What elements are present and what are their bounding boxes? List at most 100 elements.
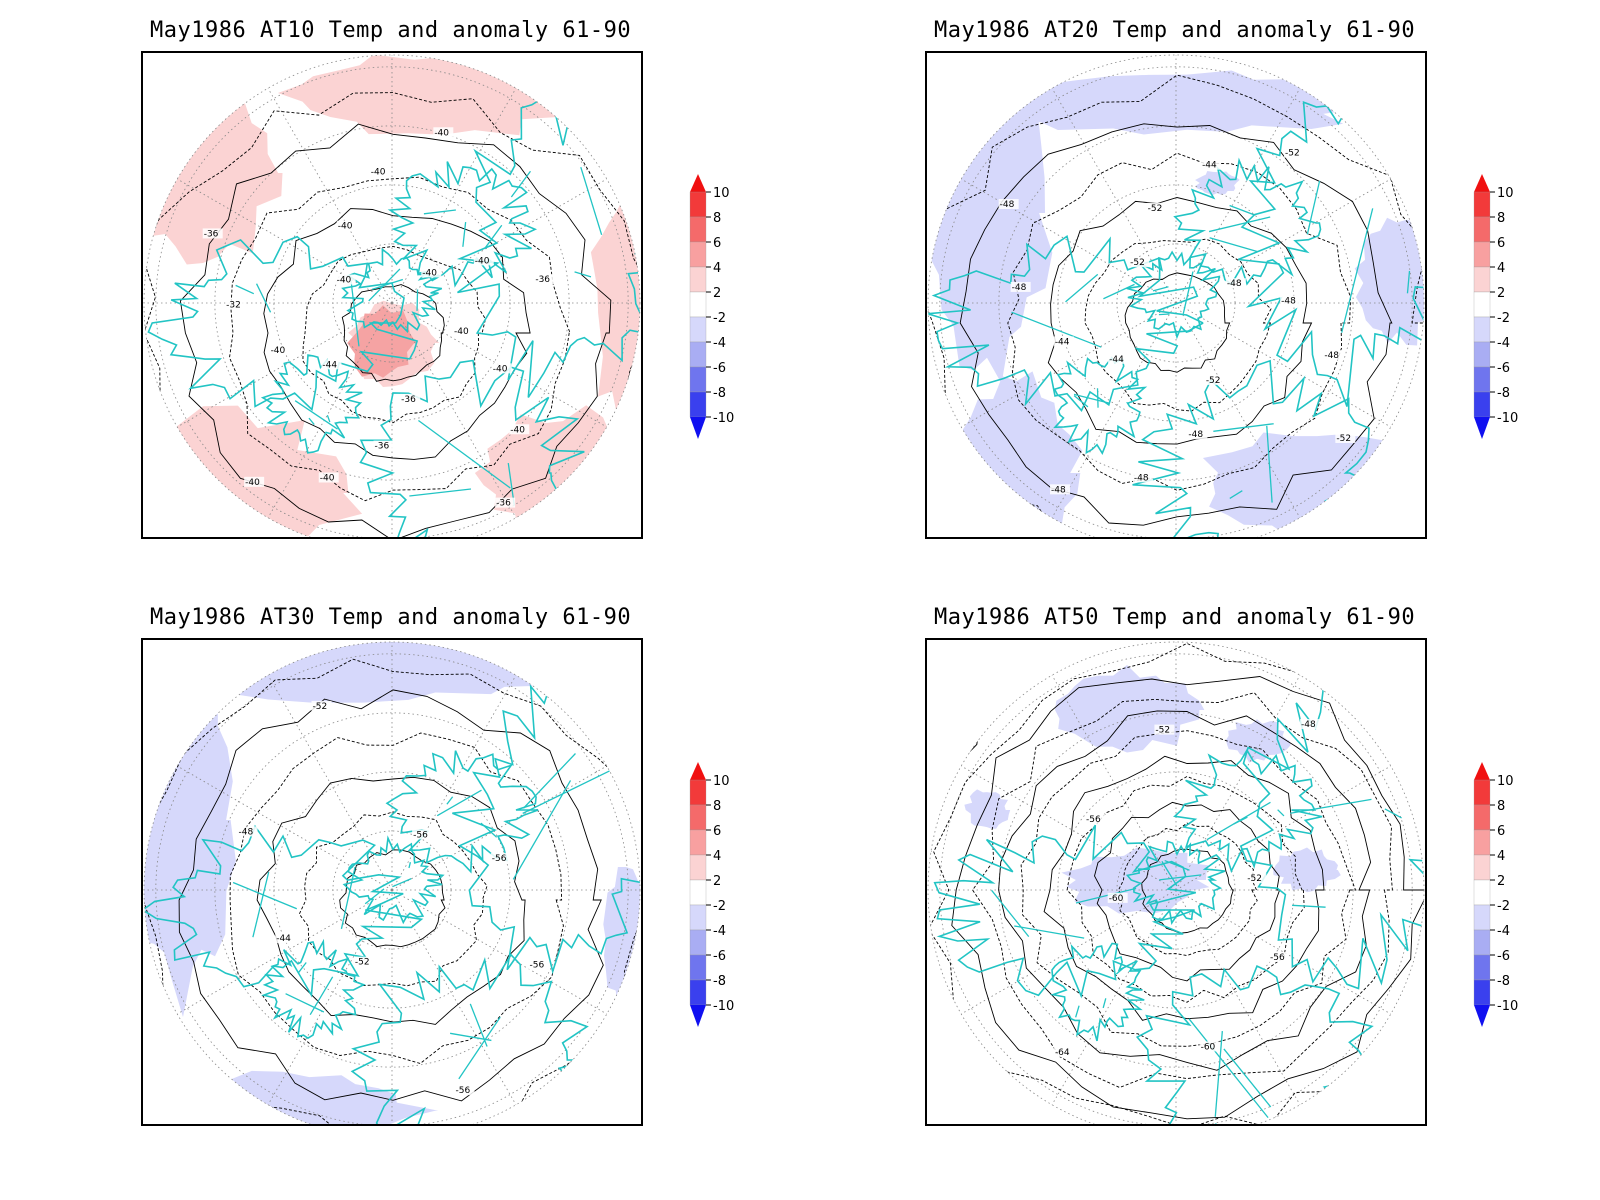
- contour-label: -56: [413, 830, 428, 840]
- map-svg-at20: -52 -48 -48 -48 -44 -44 -48 -48 -52 -52 -44 -52 -48 -…: [927, 54, 1425, 537]
- colorbar-tick-label: 10: [1497, 186, 1514, 201]
- colorbar-tick-label: 8: [1497, 211, 1505, 226]
- colorbar-arrow-bottom: [1474, 417, 1490, 439]
- contour-label: -48: [1134, 473, 1149, 483]
- colorbar-svg: 10 8 6 4 2 -2 -4 -6 -8 -10: [689, 762, 734, 1027]
- contour-label-bg: [528, 959, 549, 970]
- map-svg-at50: -60 -56 -52 -48 -52 -56 -60 -64: [927, 641, 1425, 1124]
- colorbar-tick-label: 10: [713, 186, 730, 201]
- contour-label: -40: [320, 474, 335, 484]
- contour-label-bg: [336, 220, 357, 231]
- temperature-contour: [256, 776, 526, 1025]
- country-border: [1152, 286, 1169, 292]
- polar-map-at10: -40 -40 -40 -36 -36 -36 -40 -40 -44 -40 -32 -36 -40 -…: [141, 51, 643, 539]
- colorbar-swatch: [689, 979, 707, 1006]
- contour-label-bg: [311, 700, 332, 711]
- country-border: [1073, 395, 1089, 408]
- country-border: [574, 271, 592, 278]
- colorbar-tick-label: 6: [1497, 824, 1505, 839]
- anomaly-region: [1061, 847, 1210, 914]
- country-border: [423, 209, 456, 215]
- colorbar-swatch: [1473, 929, 1491, 956]
- contour-label-bg: [321, 359, 342, 370]
- temperature-contour: [144, 92, 640, 537]
- coastline: [260, 354, 363, 454]
- contour-label-bg: [1053, 336, 1074, 347]
- country-border: [252, 871, 270, 938]
- anomaly-region: [928, 55, 1053, 384]
- contour-label-bg: [244, 476, 265, 487]
- contour-label-bg: [1204, 374, 1225, 385]
- colorbar-svg: 10 8 6 4 2 -2 -4 -6 -8 -10: [689, 174, 734, 439]
- country-border: [1011, 311, 1102, 348]
- colorbar-tick-label: 2: [713, 874, 721, 889]
- map-svg-at30: -52 -44 -48 -52 -56 -56 -56 -56: [143, 641, 641, 1124]
- longitude-line: [267, 675, 393, 891]
- colorbar-swatch: [1473, 804, 1491, 831]
- longitude-line: [391, 889, 517, 1105]
- map-boundary: [927, 54, 1425, 537]
- country-border: [1158, 313, 1170, 316]
- colorbar-tick-label: -8: [1497, 974, 1510, 989]
- colorbar-swatch: [689, 829, 707, 856]
- colorbar-at30: 10 8 6 4 2 -2 -4 -6 -8 -10: [680, 758, 750, 1048]
- contour-label: -40: [271, 346, 286, 356]
- contour-label-bg: [1085, 813, 1106, 824]
- contour-label-bg: [1201, 159, 1222, 170]
- longitude-line: [267, 88, 393, 304]
- longitude-line: [177, 178, 393, 304]
- country-border: [232, 881, 298, 910]
- contour-label-bg: [1323, 350, 1344, 361]
- country-border: [1161, 861, 1178, 887]
- colorbar-swatch: [1473, 391, 1491, 418]
- coastline: [1132, 359, 1374, 537]
- contour-label-bg: [1010, 281, 1031, 292]
- contour-label-bg: [237, 826, 258, 837]
- country-border: [297, 962, 307, 974]
- coastline: [1126, 250, 1221, 340]
- country-border: [1164, 859, 1190, 871]
- colorbar-tick-label: -6: [1497, 361, 1510, 376]
- country-border: [523, 753, 576, 809]
- colorbar-tick-label: 4: [713, 849, 721, 864]
- colorbar-arrow-bottom: [690, 1005, 706, 1027]
- country-border: [469, 1003, 488, 1047]
- contour-label: -56: [492, 854, 507, 864]
- country-border: [1213, 423, 1274, 432]
- colorbar-tick-label: 8: [1497, 799, 1505, 814]
- country-border: [1096, 388, 1099, 408]
- colorbar-swatch: [1473, 191, 1491, 218]
- map-content: -60 -56 -52 -48 -52 -56 -60 -64: [928, 642, 1424, 1124]
- country-border: [1277, 809, 1285, 817]
- contour-label: -52: [1206, 376, 1221, 386]
- contour-label: -56: [529, 961, 544, 971]
- contour-label-bg: [1154, 724, 1175, 735]
- anomaly-region: [964, 789, 1011, 829]
- colorbar-tick-label: -4: [713, 336, 726, 351]
- contour-label-bg: [1268, 952, 1289, 963]
- country-border: [512, 780, 572, 880]
- contour-label-bg: [1246, 873, 1267, 884]
- contour-label: -40: [454, 327, 469, 337]
- colorbar-tick-label: -10: [713, 999, 734, 1014]
- colorbar-swatch: [689, 929, 707, 956]
- contour-label: -40: [510, 425, 525, 435]
- longitude-line: [177, 765, 393, 891]
- anomaly-region: [1273, 847, 1341, 893]
- country-border: [416, 289, 419, 311]
- contour-label-bg: [318, 472, 339, 483]
- contour-label-bg: [454, 1085, 475, 1096]
- temperature-contour: [263, 208, 531, 460]
- longitude-line: [961, 178, 1177, 304]
- country-border: [1075, 887, 1137, 904]
- colorbar-tick-label: -2: [1497, 311, 1510, 326]
- contour-label: -48: [1227, 279, 1242, 289]
- contour-label-bg: [1335, 432, 1356, 443]
- country-border: [1188, 1018, 1269, 1119]
- panel-title-at50: May1986 AT50 Temp and anomaly 61-90: [934, 605, 1416, 630]
- colorbar-arrow-top: [690, 174, 706, 192]
- colorbar-swatch: [689, 291, 707, 318]
- latitude-circle: [214, 125, 570, 481]
- contour-label: -32: [226, 301, 241, 311]
- temperature-contour: [229, 732, 564, 1064]
